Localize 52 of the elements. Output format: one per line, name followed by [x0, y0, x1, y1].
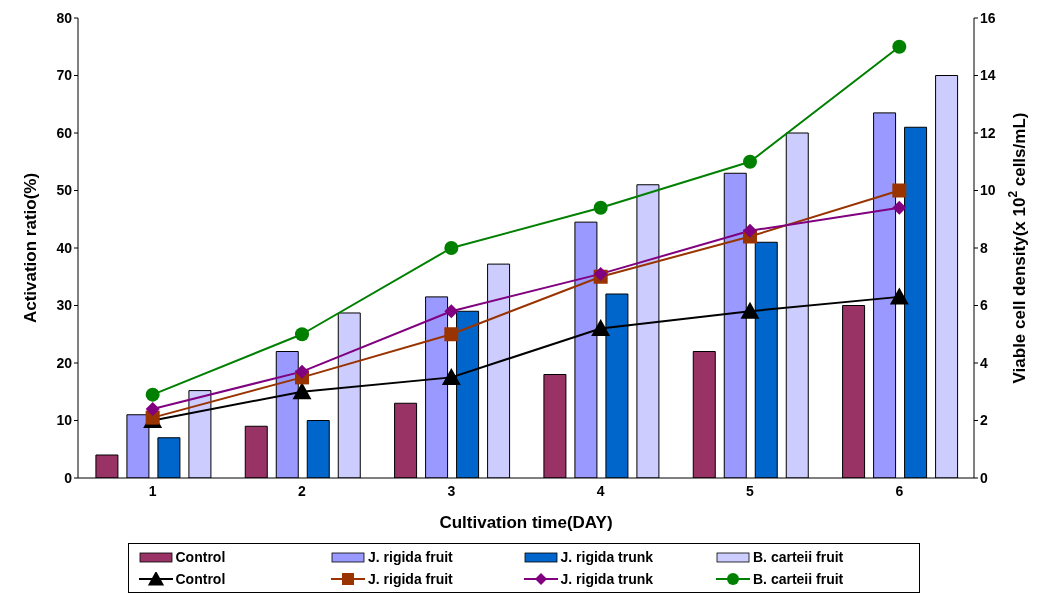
y-tick-label: 20 [56, 354, 73, 371]
point [295, 327, 309, 342]
point [292, 382, 312, 400]
y-tick-label: 50 [56, 182, 73, 199]
legend-label: J. rigida fruit [368, 549, 453, 565]
y-tick-label: 10 [56, 412, 73, 429]
x-axis-title: Cultivation time(DAY) [439, 513, 613, 532]
x-tick-label: 6 [895, 482, 904, 499]
x-tick-label: 5 [746, 482, 755, 499]
y2-tick-label: 16 [980, 9, 996, 26]
point [892, 183, 907, 198]
point [740, 301, 760, 319]
y-tick-label: 70 [56, 67, 73, 84]
point [444, 241, 459, 255]
x-tick-label: 1 [148, 482, 157, 499]
point [889, 287, 909, 305]
y2-tick-label: 4 [980, 354, 988, 371]
y-tick-label: 80 [56, 9, 73, 26]
y2-tick-label: 10 [980, 182, 996, 199]
legend-label: J. rigida fruit [368, 571, 453, 587]
y2-tick-label: 0 [980, 469, 988, 486]
point [743, 154, 757, 169]
y2-tick-label: 14 [980, 67, 996, 84]
point [295, 364, 309, 379]
y2-tick-label: 12 [980, 124, 996, 141]
point [145, 387, 160, 402]
point [892, 39, 907, 54]
legend-label: J. rigida trunk [560, 549, 654, 565]
legend-label: Control [175, 571, 226, 587]
y-axis-title: Activation ratio(%) [21, 172, 41, 324]
point [892, 200, 907, 215]
y-tick-label: 60 [56, 124, 73, 141]
point [444, 327, 459, 342]
x-tick-label: 2 [298, 482, 307, 499]
point [444, 304, 459, 319]
y-tick-label: 30 [56, 297, 73, 314]
y-tick-label: 0 [64, 469, 73, 486]
y2-tick-label: 8 [980, 239, 988, 256]
y2-tick-label: 2 [980, 412, 988, 429]
legend-label: B. carteii fruit [753, 549, 844, 565]
legend-label: Control [175, 549, 226, 565]
x-tick-label: 4 [596, 482, 605, 499]
y2-tick-label: 6 [980, 297, 988, 314]
legend-label: J. rigida trunk [560, 571, 654, 587]
point [441, 367, 461, 385]
point [145, 402, 160, 416]
point [743, 223, 757, 238]
y-tick-label: 40 [56, 239, 73, 256]
point [593, 200, 608, 215]
x-tick-label: 3 [447, 482, 456, 499]
point [591, 319, 611, 337]
legend-label: B. carteii fruit [753, 571, 844, 587]
